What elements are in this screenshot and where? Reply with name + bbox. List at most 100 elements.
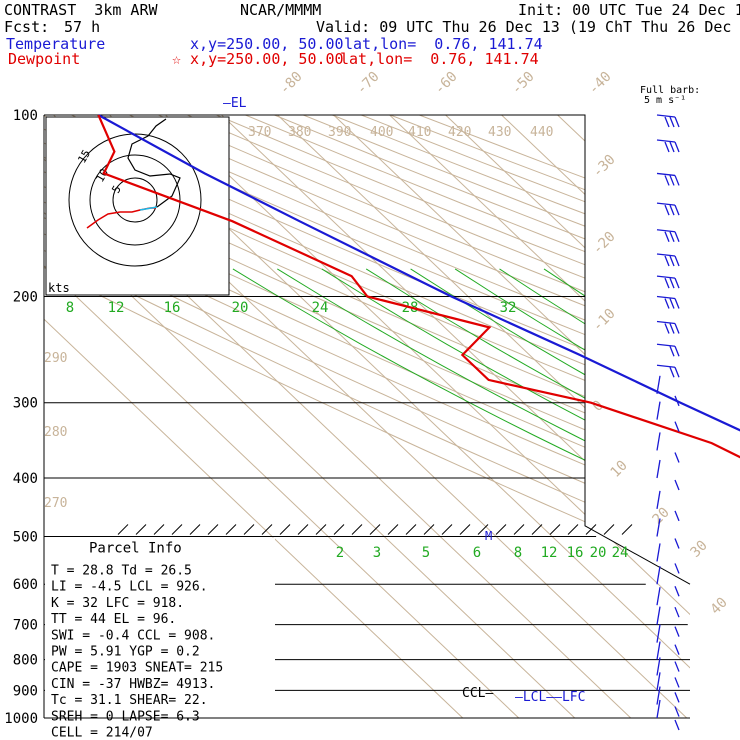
parcel-info-row: CELL = 214/07 xyxy=(51,725,153,740)
wind-barb-shaft xyxy=(656,253,676,257)
wind-barb-flag xyxy=(674,706,680,717)
hatch-mark xyxy=(225,524,237,535)
wind-barb-flag xyxy=(669,175,675,186)
wind-barb-flag xyxy=(674,323,680,334)
hatch-mark xyxy=(117,524,129,535)
moist-adiabat-line xyxy=(543,268,690,718)
parcel-info-row: LI = -4.5 LCL = 926. xyxy=(51,580,208,595)
parcel-info-row: SREH = 0 LAPSE= 6.3 xyxy=(51,709,200,724)
parcel-info-row: PW = 5.91 YGP = 0.2 xyxy=(51,644,200,659)
hodograph-upper-trace xyxy=(127,118,181,208)
moist-adiabat-line xyxy=(277,268,690,718)
dry-adiabat-line xyxy=(44,115,690,718)
pressure-tick-label: 300 xyxy=(13,396,38,412)
wind-barb-shaft xyxy=(656,432,661,451)
pressure-tick-label: 500 xyxy=(13,529,38,545)
temperature-latlon: lat,lon= 0.76, 141.74 xyxy=(344,35,543,53)
hatch-mark xyxy=(459,524,471,535)
theta-label: 380 xyxy=(288,125,311,140)
moist-adiabat-label: 12 xyxy=(108,300,125,316)
wind-barb-shaft xyxy=(656,320,676,325)
wind-barb-flag xyxy=(669,231,675,243)
hodograph-mid-trace xyxy=(139,206,158,211)
dewpoint-legend: Dewpoint xyxy=(8,50,81,68)
theta-label: 370 xyxy=(248,125,271,140)
hatch-mark xyxy=(621,524,633,535)
wind-barb-flag xyxy=(674,255,680,267)
hatch-mark xyxy=(261,524,273,535)
wind-barb-flag xyxy=(674,421,680,432)
wind-barb-flag xyxy=(674,626,680,637)
parcel-info-box xyxy=(45,537,275,717)
isotherm-line xyxy=(389,115,690,718)
hatch-mark xyxy=(369,524,381,535)
moist-adiabat-label: 24 xyxy=(312,300,329,316)
wind-barb-shaft xyxy=(656,459,661,479)
wind-barb-flag xyxy=(669,204,675,216)
m-marker: M xyxy=(485,529,492,543)
moist-adiabat-label: 20 xyxy=(232,300,249,316)
temperature-xy: x,y=250.00, 50.00 xyxy=(190,35,344,53)
theta-label: 400 xyxy=(370,125,393,140)
hodograph-box xyxy=(45,116,230,296)
mixing-ratio-label: 20 xyxy=(590,545,607,561)
wind-barb-flag xyxy=(664,298,670,309)
hatch-mark xyxy=(423,524,435,535)
isotherm-label: -30 xyxy=(590,152,619,181)
pressure-tick-label: 100 xyxy=(13,108,38,124)
wind-barb-shaft xyxy=(656,657,661,676)
valid-time: Valid: 09 UTC Thu 26 Dec 13 (19 ChT Thu … xyxy=(316,18,740,36)
isotherm-label: 30 xyxy=(688,538,711,561)
hatch-mark xyxy=(297,524,309,535)
wind-barb-flag xyxy=(669,116,675,128)
theta-label: 270 xyxy=(44,496,67,511)
wind-barb-flag xyxy=(669,255,675,267)
org-title: NCAR/MMMM xyxy=(240,1,322,19)
hatch-mark xyxy=(531,524,543,535)
dry-adiabat-line xyxy=(44,115,690,718)
isotherm-label: -70 xyxy=(354,69,383,98)
hatch-mark xyxy=(603,524,615,535)
isotherm-label: -80 xyxy=(277,69,306,98)
parcel-info-row: CAPE = 1903 SNEAT= 215 xyxy=(51,661,223,676)
hodograph-ring-label: 10 xyxy=(93,167,111,185)
hatch-mark xyxy=(549,524,561,535)
wind-barb-shaft xyxy=(656,641,661,660)
dry-adiabat-line xyxy=(44,115,690,718)
isotherm-line xyxy=(221,115,690,718)
wind-barb-flag xyxy=(664,323,670,334)
hatch-mark xyxy=(387,524,399,535)
moist-adiabat-line xyxy=(410,268,690,718)
theta-label: 410 xyxy=(408,125,431,140)
barb-legend-line2: 5 m s⁻¹ xyxy=(644,95,687,106)
pressure-tick-label: 900 xyxy=(13,683,38,699)
wind-barb-shaft xyxy=(656,172,676,177)
moist-adiabat-line xyxy=(321,268,690,718)
theta-label: 420 xyxy=(448,125,471,140)
wind-barb-flag xyxy=(674,395,680,407)
theta-label: 290 xyxy=(44,351,67,366)
pressure-tick-label: 200 xyxy=(13,290,38,306)
isotherm-line xyxy=(44,115,520,718)
wind-barb-flag xyxy=(669,298,675,309)
wind-barb-flag xyxy=(674,452,680,463)
wind-barb-shaft xyxy=(656,139,676,143)
hatch-mark xyxy=(279,524,291,535)
isotherm-label: -20 xyxy=(590,229,619,258)
wind-barb-flag xyxy=(669,141,675,153)
pressure-tick-label: 600 xyxy=(13,577,38,593)
isotherm-label: -40 xyxy=(586,69,615,98)
hodograph-ring xyxy=(89,154,181,246)
parcel-info-row: Tc = 31.1 SHEAR= 22. xyxy=(51,693,208,708)
hatch-mark xyxy=(441,524,453,535)
dry-adiabat-line xyxy=(44,115,690,718)
temperature-legend: Temperature xyxy=(6,35,106,53)
wind-barb-shaft xyxy=(656,699,661,719)
dry-adiabat-line xyxy=(44,115,690,718)
parcel-info-row: K = 32 LFC = 918. xyxy=(51,596,184,611)
dry-adiabat-line xyxy=(361,115,690,718)
isotherm-line xyxy=(445,115,690,718)
pressure-tick-label: 400 xyxy=(13,471,38,487)
hatch-mark xyxy=(153,524,165,535)
dry-adiabat-line xyxy=(216,115,690,718)
